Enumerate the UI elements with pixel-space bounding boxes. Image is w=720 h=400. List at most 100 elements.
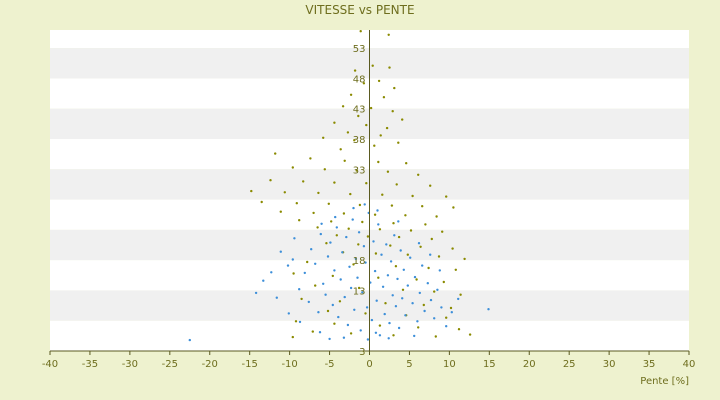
x-tick-label: 35 <box>643 359 656 370</box>
data-point-blue <box>343 295 346 299</box>
data-point-olive <box>322 136 325 139</box>
data-point-olive <box>401 288 405 291</box>
data-point-olive <box>468 333 472 336</box>
data-point-olive <box>343 159 346 162</box>
data-point-olive <box>391 110 394 113</box>
data-point-olive <box>463 257 466 261</box>
data-point-blue <box>377 223 380 226</box>
data-point-blue <box>429 253 432 256</box>
data-point-olive <box>457 328 461 331</box>
data-point-olive <box>291 166 294 169</box>
data-point-olive <box>365 182 368 185</box>
data-point-olive <box>434 335 437 338</box>
data-point-blue <box>341 251 344 254</box>
data-point-olive <box>393 86 396 90</box>
data-point-olive <box>437 255 441 258</box>
data-point-blue <box>399 249 402 252</box>
data-point-blue <box>298 320 302 324</box>
data-points <box>188 30 490 342</box>
data-point-olive <box>326 309 330 313</box>
data-point-olive <box>353 139 356 142</box>
data-point-olive <box>274 152 277 155</box>
y-tick-label: 3 <box>359 347 365 358</box>
data-point-olive <box>388 66 391 69</box>
x-tick-label: -10 <box>281 359 297 370</box>
data-point-olive <box>411 194 414 198</box>
data-point-olive <box>385 126 389 130</box>
data-point-blue <box>345 235 348 239</box>
data-point-olive <box>424 223 427 226</box>
x-tick-label: 0 <box>366 359 372 370</box>
data-point-blue <box>357 231 361 234</box>
data-point-olive <box>346 131 350 134</box>
data-point-olive <box>279 210 282 213</box>
data-point-blue <box>388 321 391 325</box>
data-point-blue <box>374 331 378 334</box>
data-point-blue <box>433 317 436 320</box>
data-point-blue <box>381 285 385 288</box>
data-point-olive <box>250 189 253 193</box>
data-point-blue <box>413 334 416 338</box>
data-point-olive <box>349 332 353 335</box>
data-point-olive <box>339 148 342 151</box>
data-point-olive <box>384 302 387 305</box>
data-point-olive <box>392 222 395 225</box>
data-point-blue <box>416 320 419 323</box>
data-point-blue <box>364 261 367 264</box>
data-point-olive <box>417 173 420 176</box>
data-point-blue <box>328 337 331 341</box>
data-point-blue <box>413 275 417 279</box>
data-point-blue <box>445 325 448 328</box>
data-point-blue <box>438 269 441 272</box>
data-point-olive <box>295 202 298 205</box>
data-point-olive <box>422 303 425 307</box>
data-point-olive <box>349 192 352 196</box>
x-tick-label: -30 <box>122 359 138 370</box>
data-point-olive <box>359 30 362 33</box>
x-tick-label: 10 <box>443 359 456 370</box>
data-point-olive <box>355 169 358 172</box>
data-point-olive <box>401 118 404 121</box>
data-point-blue <box>287 312 290 315</box>
data-point-olive <box>378 228 382 231</box>
data-point-blue <box>362 245 366 248</box>
y-ticks: 3 13 18 33 38 43 48 53 <box>353 44 366 358</box>
x-tick-label: -15 <box>242 359 258 370</box>
data-point-blue <box>401 297 404 300</box>
x-tick-label: 30 <box>603 359 616 370</box>
data-point-blue <box>270 271 273 274</box>
data-point-blue <box>359 329 362 332</box>
data-point-olive <box>341 105 345 108</box>
data-point-blue <box>307 300 310 304</box>
data-point-blue <box>319 232 322 236</box>
data-point-blue <box>409 256 412 259</box>
data-point-olive <box>378 324 382 327</box>
data-point-blue <box>402 268 405 271</box>
data-point-blue <box>320 222 323 225</box>
data-point-blue <box>342 336 346 339</box>
data-point-blue <box>397 220 400 223</box>
data-point-blue <box>426 282 429 285</box>
data-point-olive <box>377 79 381 83</box>
data-point-olive <box>362 82 366 85</box>
data-point-blue <box>298 288 301 291</box>
data-point-olive <box>352 263 355 266</box>
data-point-olive <box>357 243 360 246</box>
x-tick-label: -25 <box>162 359 178 370</box>
data-point-olive <box>309 157 312 160</box>
data-point-olive <box>358 203 362 207</box>
x-axis-label: Pente [%] <box>640 376 689 387</box>
data-point-blue <box>387 337 390 340</box>
data-point-blue <box>339 278 342 281</box>
data-point-olive <box>435 215 438 218</box>
data-point-olive <box>386 170 390 173</box>
data-point-olive <box>377 276 380 279</box>
data-point-olive <box>338 300 342 303</box>
chart-title: VITESSE vs PENTE <box>305 3 414 17</box>
data-point-olive <box>451 247 454 250</box>
x-tick-label: -20 <box>202 359 218 370</box>
data-point-blue <box>457 297 460 301</box>
data-point-blue <box>366 338 370 341</box>
data-point-blue <box>326 255 330 258</box>
